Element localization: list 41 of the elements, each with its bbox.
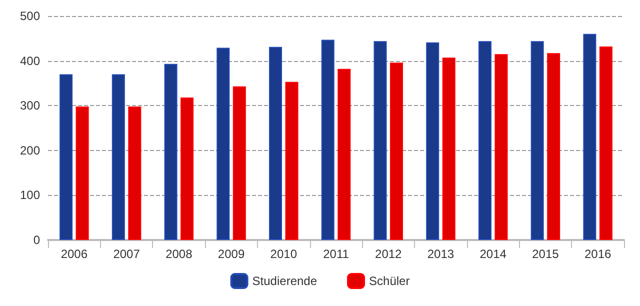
x-tick-label: 2016 [584,247,612,261]
bar [338,68,351,240]
bar [494,54,508,240]
bar [547,53,560,240]
bar [232,86,246,240]
bar [128,106,142,240]
bar [112,74,125,240]
legend-label: Schüler [369,274,410,288]
bar [164,64,178,240]
bar [374,41,387,240]
y-tick-label: 0 [33,233,40,247]
bar [478,41,492,240]
bar [60,74,73,240]
bar [426,42,440,240]
x-tick-label: 2006 [60,247,88,261]
bar [216,48,230,240]
bar [180,98,194,240]
x-tick-label: 2015 [532,247,560,261]
x-tick-label: 2014 [480,247,507,261]
x-tick-label: 2012 [375,247,402,261]
bar [530,41,544,240]
y-tick-label: 400 [20,54,40,68]
x-tick-label: 2008 [166,247,193,261]
x-tick-label: 2009 [218,247,245,261]
y-tick-label: 200 [20,143,40,158]
bar [285,82,298,240]
bar [442,58,456,240]
x-tick-label: 2013 [427,247,454,261]
x-tick-label: 2011 [323,247,350,261]
legend-label: Studierende [252,274,318,288]
bar [583,34,596,240]
y-tick-label: 100 [20,188,40,202]
bar [599,46,612,240]
x-tick-label: 2007 [113,247,140,261]
bar [269,46,282,240]
y-tick-label: 500 [20,9,40,23]
x-tick-label: 2010 [270,247,298,261]
bar [321,40,334,240]
bar [390,62,403,240]
y-tick-label: 300 [20,98,40,113]
bar [76,106,89,240]
